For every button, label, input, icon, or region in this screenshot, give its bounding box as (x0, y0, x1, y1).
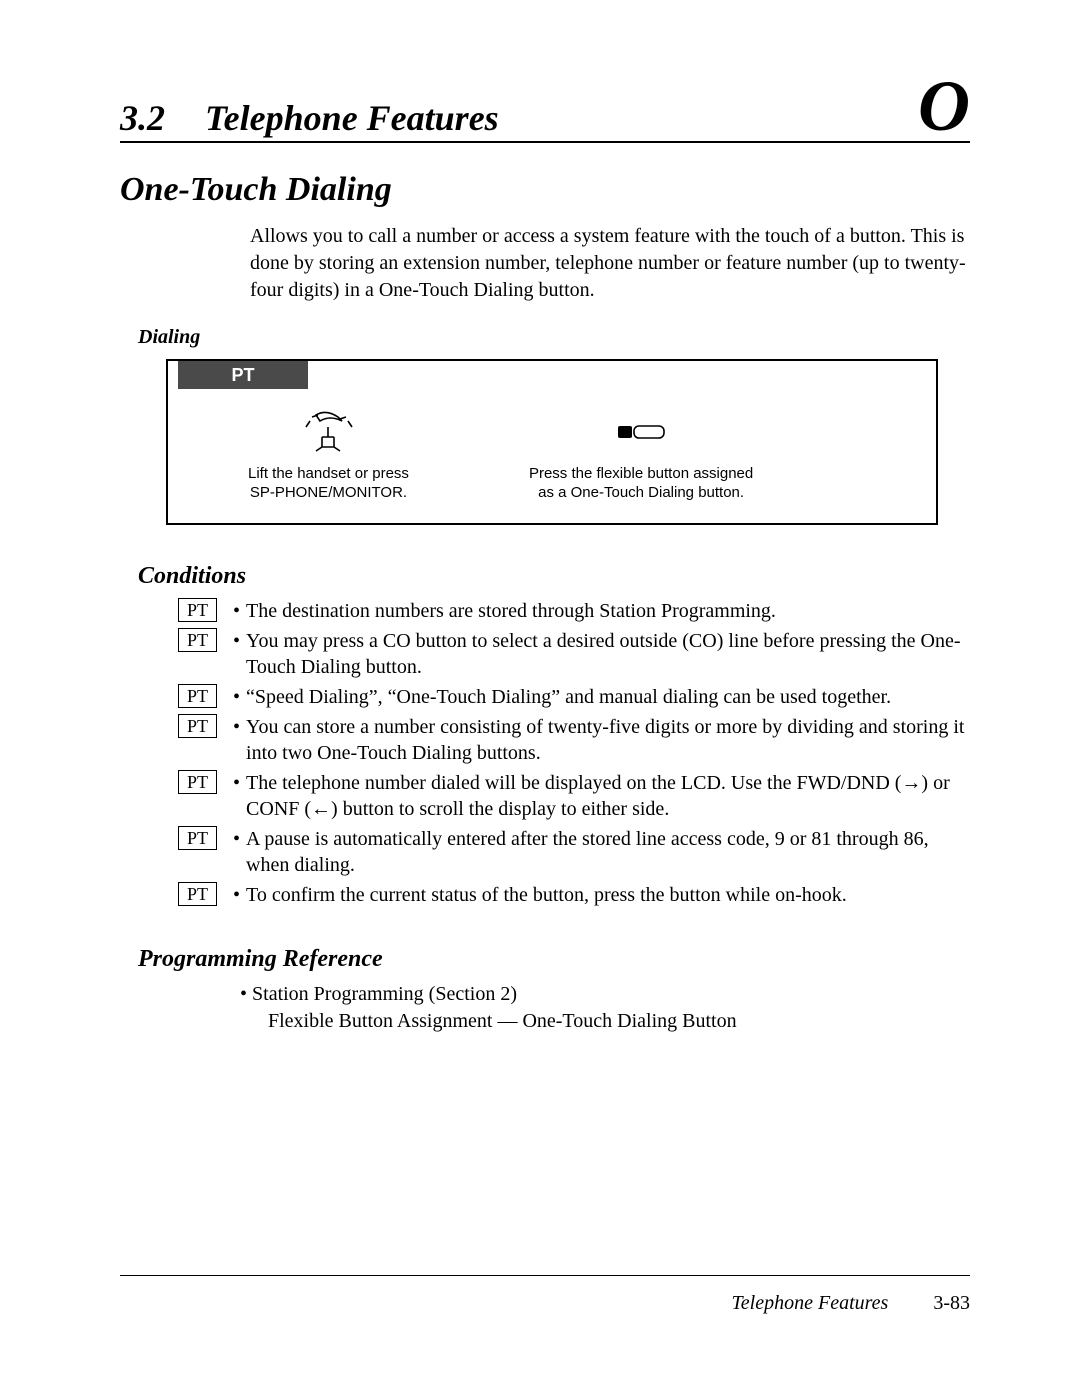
condition-text: A pause is automatically entered after t… (246, 826, 970, 878)
condition-item: PT • The telephone number dialed will be… (178, 770, 970, 822)
step2-line1: Press the flexible button assigned (529, 465, 753, 484)
bullet-icon: • (233, 770, 240, 796)
prog-ref-line2: Flexible Button Assignment — One-Touch D… (268, 1008, 970, 1035)
prog-ref-line: • Station Programming (Section 2) (240, 981, 970, 1008)
page-header: 3.2 Telephone Features O (120, 78, 970, 143)
bullet-icon: • (233, 826, 240, 852)
chapter-letter: O (918, 78, 970, 136)
condition-text: The destination numbers are stored throu… (246, 598, 970, 624)
step1-line1: Lift the handset or press (248, 465, 409, 484)
pt-badge: PT (178, 770, 217, 794)
condition-text: “Speed Dialing”, “One-Touch Dialing” and… (246, 684, 970, 710)
feature-title: One-Touch Dialing (120, 171, 970, 209)
condition-text: The telephone number dialed will be disp… (246, 770, 970, 822)
pt-badge: PT (178, 826, 217, 850)
footer-page-number: 3-83 (933, 1292, 970, 1314)
pt-badge: PT (178, 714, 217, 738)
bullet-icon: • (233, 684, 240, 710)
header-left: 3.2 Telephone Features (120, 97, 499, 139)
flexible-button-icon (529, 407, 753, 457)
prog-ref-heading: Programming Reference (138, 946, 970, 973)
condition-item: PT • To confirm the current status of th… (178, 882, 970, 908)
conditions-list: PT • The destination numbers are stored … (178, 598, 970, 908)
handset-icon (248, 407, 409, 457)
page-footer: Telephone Features 3-83 (120, 1275, 970, 1315)
dialing-diagram: PT Lift the handset or press (166, 359, 938, 525)
condition-item: PT • A pause is automatically entered af… (178, 826, 970, 878)
prog-ref-line1: Station Programming (Section 2) (252, 983, 517, 1005)
page: 3.2 Telephone Features O One-Touch Diali… (0, 0, 1080, 1397)
prog-ref-body: • Station Programming (Section 2) Flexib… (240, 981, 970, 1035)
bullet-icon: • (233, 882, 240, 908)
condition-item: PT • “Speed Dialing”, “One-Touch Dialing… (178, 684, 970, 710)
bullet-icon: • (233, 598, 240, 624)
step-lift-handset: Lift the handset or press SP-PHONE/MONIT… (248, 407, 409, 503)
condition-text: You may press a CO button to select a de… (246, 628, 970, 680)
condition-text: To confirm the current status of the but… (246, 882, 970, 908)
pt-badge: PT (178, 628, 217, 652)
pt-tab: PT (178, 361, 308, 389)
feature-intro: Allows you to call a number or access a … (250, 223, 970, 304)
condition-item: PT • The destination numbers are stored … (178, 598, 970, 624)
step-press-button: Press the flexible button assigned as a … (529, 407, 753, 503)
bullet-icon: • (233, 714, 240, 740)
section-number: 3.2 (120, 97, 165, 139)
conditions-heading: Conditions (138, 563, 970, 590)
condition-item: PT • You may press a CO button to select… (178, 628, 970, 680)
condition-text: You can store a number consisting of twe… (246, 714, 970, 766)
step1-line2: SP-PHONE/MONITOR. (248, 484, 409, 503)
dialing-label: Dialing (138, 326, 970, 349)
footer-title: Telephone Features (732, 1292, 889, 1314)
pt-badge: PT (178, 882, 217, 906)
section-title: Telephone Features (205, 97, 499, 139)
condition-item: PT • You can store a number consisting o… (178, 714, 970, 766)
dialing-steps: Lift the handset or press SP-PHONE/MONIT… (168, 389, 936, 503)
pt-badge: PT (178, 598, 217, 622)
bullet-icon: • (233, 628, 240, 654)
pt-badge: PT (178, 684, 217, 708)
step2-line2: as a One-Touch Dialing button. (529, 484, 753, 503)
